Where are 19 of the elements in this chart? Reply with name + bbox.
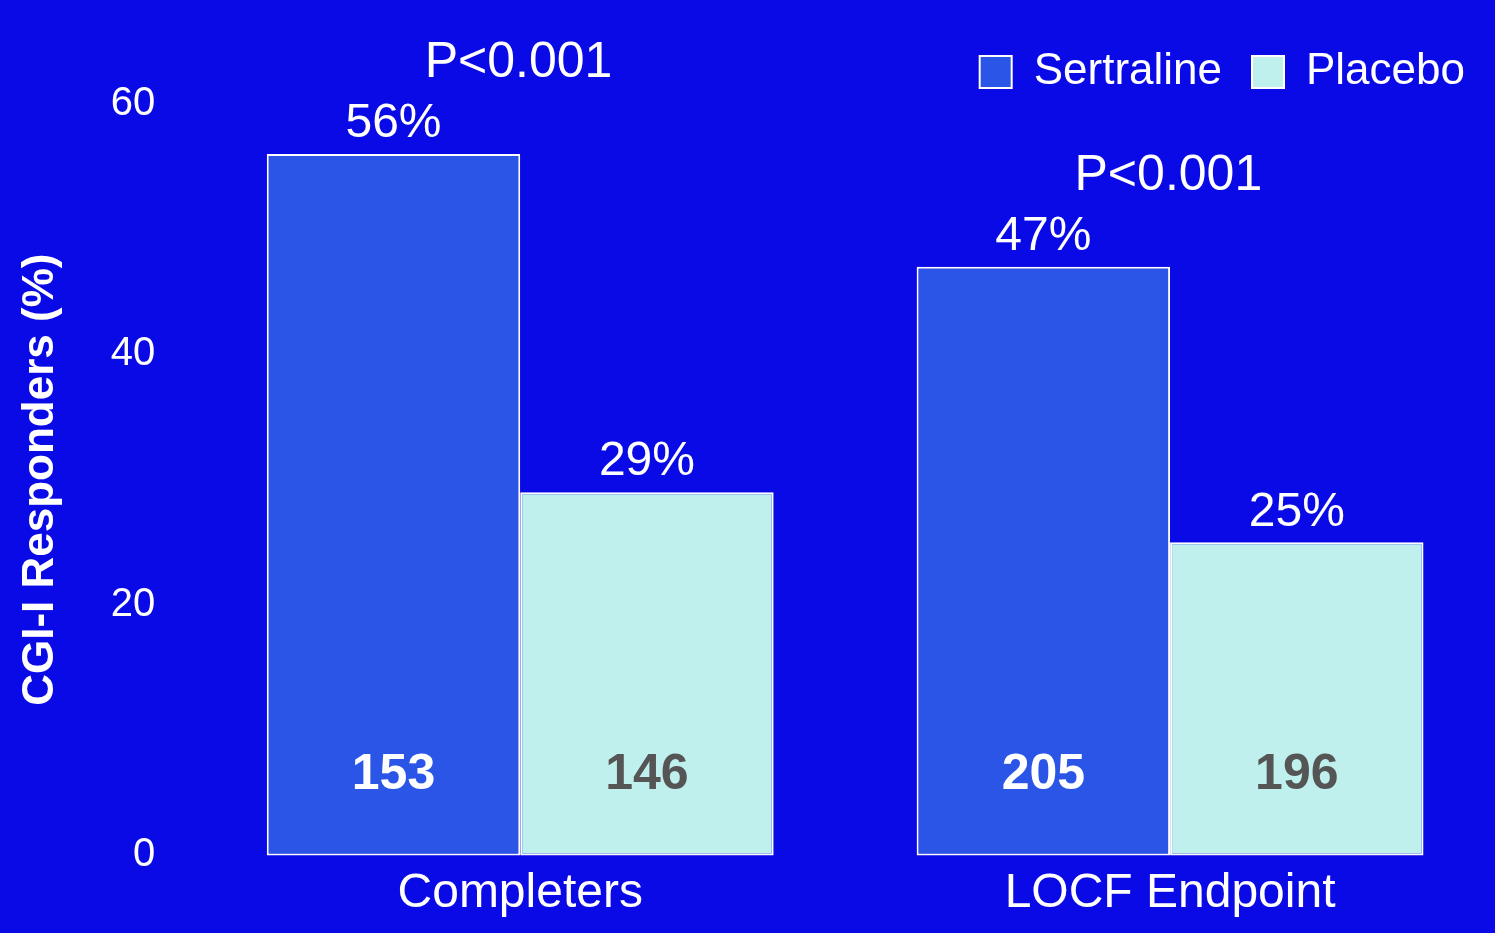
y-axis-title: CGI-I Responders (%) <box>12 253 62 706</box>
x-tick-label: LOCF Endpoint <box>1004 864 1336 918</box>
annotation: 153 <box>351 744 436 801</box>
x-tick-label: Completers <box>397 864 643 918</box>
annotation: P<0.001 <box>1074 144 1263 201</box>
y-tick-label: 40 <box>110 329 156 374</box>
legend-label: Sertraline <box>1033 44 1222 94</box>
data-label: 25% <box>1248 482 1345 536</box>
legend-label: Placebo <box>1305 44 1466 94</box>
data-label: 56% <box>345 94 442 148</box>
annotation: 146 <box>605 744 689 801</box>
annotation: 196 <box>1255 744 1339 801</box>
data-label: 29% <box>598 432 695 486</box>
y-tick-label: 20 <box>110 579 156 624</box>
y-tick-label: 0 <box>133 830 156 875</box>
annotation: 205 <box>1001 744 1086 801</box>
y-tick-label: 60 <box>110 79 156 124</box>
data-label: 47% <box>995 207 1092 261</box>
text: P<0.001 <box>424 31 613 88</box>
